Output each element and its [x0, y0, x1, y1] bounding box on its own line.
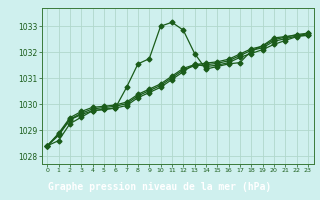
Text: Graphe pression niveau de la mer (hPa): Graphe pression niveau de la mer (hPa): [48, 182, 272, 192]
